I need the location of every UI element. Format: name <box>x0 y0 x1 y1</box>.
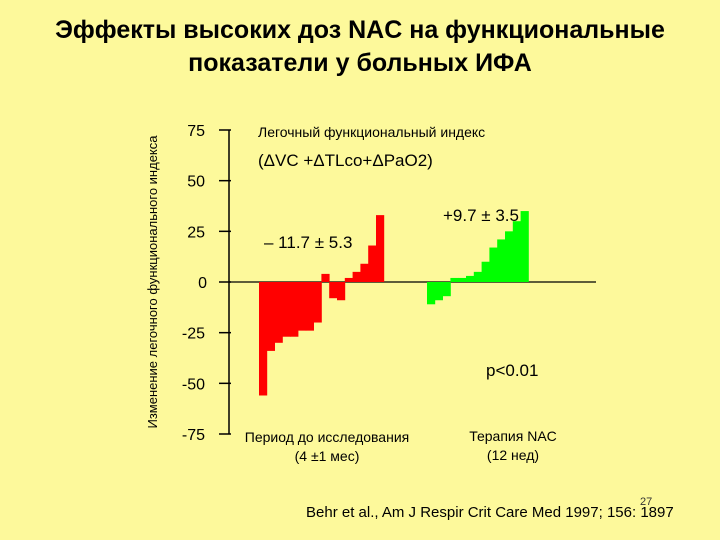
bar-nac <box>520 211 529 282</box>
category-nac-line2: (12 нед) <box>487 447 539 463</box>
bar-nac <box>497 239 506 282</box>
bar-before <box>321 273 330 282</box>
formula-annotation: (ΔVC +ΔTLco+ΔPaO2) <box>258 151 433 170</box>
bar-before <box>274 282 283 343</box>
y-tick-label: 0 <box>198 275 207 292</box>
bar-before <box>298 282 307 331</box>
p-value: p<0.01 <box>486 361 538 380</box>
bar-before <box>360 263 369 282</box>
y-tick-label: -25 <box>182 326 205 343</box>
bar-before <box>344 277 353 282</box>
mean-before-label: – 11.7 ± 5.3 <box>264 233 352 252</box>
title-line-2: показатели у больных ИФА <box>188 49 532 77</box>
title-line-1: Эффекты высоких доз NAC на функциональны… <box>55 16 665 44</box>
bar-before <box>266 282 275 351</box>
citation: Behr et al., Am J Respir Crit Care Med 1… <box>306 504 674 521</box>
bar-nac <box>512 221 521 282</box>
y-tick-label: -75 <box>182 427 205 444</box>
bar-nac <box>505 231 514 282</box>
bar-nac <box>481 261 490 282</box>
category-before-line2: (4 ±1 мес) <box>295 448 360 464</box>
bar-nac <box>450 277 459 282</box>
bar-before <box>368 245 377 282</box>
index-annotation: Легочный функциональный индекс <box>258 124 485 140</box>
y-tick-label: 75 <box>187 123 205 140</box>
bar-before <box>329 282 338 299</box>
bar-before <box>313 282 322 323</box>
bar-nac <box>466 275 475 282</box>
bar-nac <box>458 277 467 282</box>
bar-before <box>259 282 268 396</box>
category-before-line1: Период до исследования <box>245 429 409 445</box>
bar-nac <box>442 282 451 297</box>
mean-nac-label: +9.7 ± 3.5 <box>443 206 519 225</box>
bar-nac <box>434 282 443 301</box>
bar-nac <box>473 271 482 282</box>
slide-title: Эффекты высоких доз NAC на функциональны… <box>20 14 700 80</box>
bar-before <box>376 215 385 282</box>
y-tick-label: 50 <box>187 174 205 191</box>
bar-before <box>290 282 299 337</box>
bar-before <box>337 282 346 301</box>
slide-number: 27 <box>640 496 653 508</box>
y-tick-label: -50 <box>182 376 205 393</box>
bar-before <box>282 282 291 337</box>
category-nac-line1: Терапия NAC <box>469 428 557 444</box>
y-tick-label: 25 <box>187 224 205 241</box>
y-axis-label: Изменение легочного функционального инде… <box>145 135 160 429</box>
bar-before <box>305 282 314 331</box>
bar-nac <box>427 282 436 305</box>
bar-nac <box>489 247 498 282</box>
bar-before <box>352 271 361 282</box>
